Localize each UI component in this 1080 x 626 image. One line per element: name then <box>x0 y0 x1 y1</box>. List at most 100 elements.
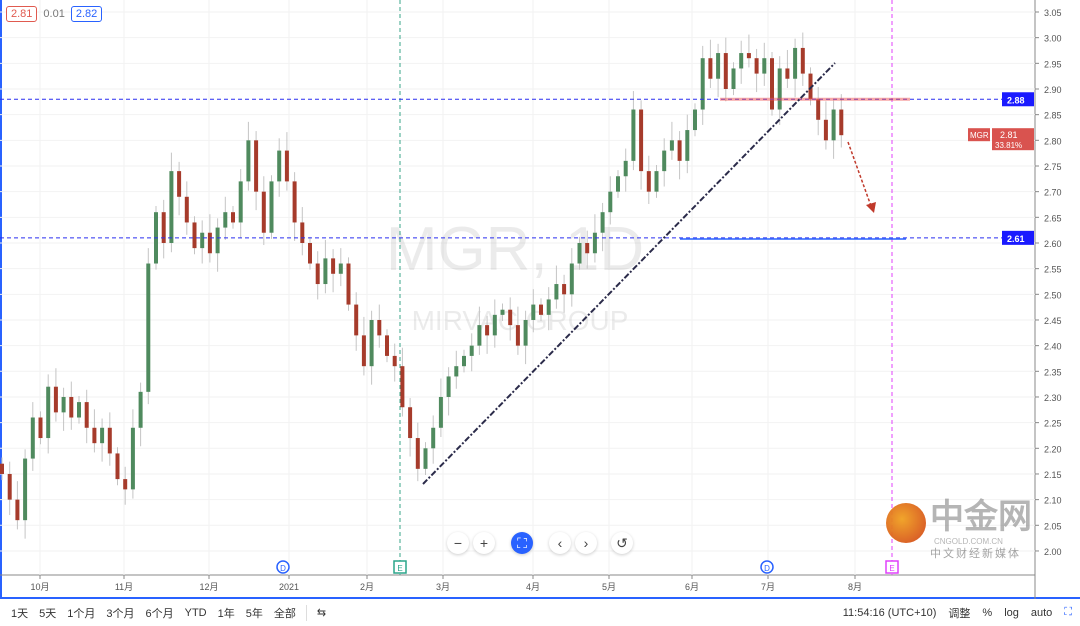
legend-buy-value[interactable]: 2.82 <box>70 6 103 22</box>
adjust-toggle[interactable]: 调整 <box>948 607 971 620</box>
candle <box>408 398 413 457</box>
candle-body <box>246 140 251 182</box>
candle <box>385 329 389 363</box>
timeframe-all[interactable]: 全部 <box>273 607 296 620</box>
candle-body <box>354 304 359 336</box>
candle <box>669 121 674 160</box>
candle-body <box>700 58 705 110</box>
candle <box>623 148 628 192</box>
candle-body <box>515 325 520 346</box>
candle <box>839 94 844 148</box>
reset-chart-icon[interactable]: ↺ <box>611 532 633 554</box>
candle <box>662 138 667 187</box>
x-tick-label: 12月 <box>199 582 218 592</box>
zoom-in-button[interactable]: + <box>473 532 495 554</box>
candle-body <box>608 191 613 213</box>
y-tick-label: 2.90 <box>1044 85 1062 95</box>
y-tick-label: 2.20 <box>1044 444 1062 454</box>
zoom-out-button[interactable]: − <box>447 532 469 554</box>
bottom-toolbar: 1天 5天 1个月 3个月 6个月 YTD 1年 5年 全部 ⇆ 11:54:1… <box>0 599 1080 626</box>
forecast-arrow-head-icon <box>866 202 876 213</box>
candle <box>677 131 682 180</box>
candle <box>831 100 836 159</box>
candle-body <box>523 319 528 346</box>
candle <box>554 265 559 309</box>
candle-body <box>662 150 667 172</box>
logo-tagline: 中文财经新媒体 <box>930 548 1021 560</box>
timeframe-5y[interactable]: 5年 <box>245 607 263 620</box>
candle <box>415 422 420 482</box>
candle <box>269 175 274 239</box>
clock[interactable]: 11:54:16 (UTC+10) <box>842 606 937 619</box>
scroll-right-button[interactable]: › <box>575 532 597 554</box>
candle <box>392 343 397 382</box>
y-tick-label: 2.55 <box>1044 265 1062 275</box>
candle-body <box>69 396 74 418</box>
candle-body <box>238 181 243 223</box>
candle-body <box>308 242 312 264</box>
legend-sell-value[interactable]: 2.81 <box>6 6 38 22</box>
candle-body <box>777 68 782 110</box>
reset-scale-icon[interactable]: ⛶ <box>511 532 533 554</box>
forecast-arrow-line <box>847 141 872 207</box>
candle-body <box>723 53 728 89</box>
candle <box>585 230 590 269</box>
candle-body <box>716 53 721 79</box>
candle-body <box>115 453 120 480</box>
earnings-marker-icon <box>885 560 899 574</box>
candle-body <box>500 309 505 315</box>
timeframe-1d[interactable]: 1天 <box>11 607 29 620</box>
y-tick-label: 2.65 <box>1044 213 1062 223</box>
percent-toggle[interactable]: % <box>982 606 993 619</box>
candle <box>261 176 266 246</box>
candle <box>816 86 821 136</box>
candle <box>523 310 528 365</box>
timeframe-5d[interactable]: 5天 <box>39 607 57 620</box>
candle-body <box>346 263 351 305</box>
candle <box>477 306 482 355</box>
candle-body <box>215 227 220 254</box>
candle-body <box>100 427 105 444</box>
scroll-left-button[interactable]: ‹ <box>549 532 571 554</box>
price-chart[interactable]: 2.00 2.05 2.10 2.15 2.20 2.25 2.30 2.35 2.40 2.45… <box>0 0 1080 599</box>
candles <box>0 32 844 539</box>
auto-toggle[interactable]: auto <box>1030 606 1053 619</box>
last-price-badge <box>992 128 1034 151</box>
candle-body <box>708 58 713 79</box>
candle <box>308 236 312 270</box>
timeframe-3m[interactable]: 3个月 <box>106 607 135 620</box>
candle <box>300 207 305 256</box>
go-to-date-icon[interactable]: ⇆ <box>316 607 327 619</box>
candle-body <box>408 407 413 439</box>
candle <box>500 303 505 322</box>
candle <box>569 248 574 307</box>
earnings-marker-icon <box>393 560 407 574</box>
candle-body <box>177 171 182 197</box>
timeframe-ytd[interactable]: YTD <box>184 606 207 619</box>
candle <box>292 172 297 241</box>
candle-body <box>231 212 235 223</box>
cngold-logo-icon <box>886 503 926 543</box>
watermark-name: MIRVAC GROUP <box>412 305 629 336</box>
timeframe-1y[interactable]: 1年 <box>217 607 235 620</box>
fullscreen-icon[interactable]: ⛶ <box>1064 606 1072 618</box>
candle-body <box>731 68 736 89</box>
candle-body <box>61 396 66 413</box>
x-tick-label: 5月 <box>602 582 616 592</box>
timeframe-1m[interactable]: 1个月 <box>67 607 96 620</box>
candle-body <box>331 258 336 274</box>
last-price-value: 2.81 <box>1000 130 1018 140</box>
timeframe-6m[interactable]: 6个月 <box>145 607 174 620</box>
candle-body <box>192 222 197 249</box>
x-tick-label: 7月 <box>761 582 775 592</box>
candle <box>115 447 120 486</box>
candle-body <box>392 355 397 367</box>
candle-body <box>508 309 513 326</box>
candle <box>592 214 597 263</box>
candle-body <box>831 109 836 141</box>
candle-body <box>284 150 289 182</box>
legend-spread: 0.01 <box>43 8 65 20</box>
candle <box>693 103 697 137</box>
y-tick-label: 2.80 <box>1044 136 1062 146</box>
log-toggle[interactable]: log <box>1004 606 1019 619</box>
